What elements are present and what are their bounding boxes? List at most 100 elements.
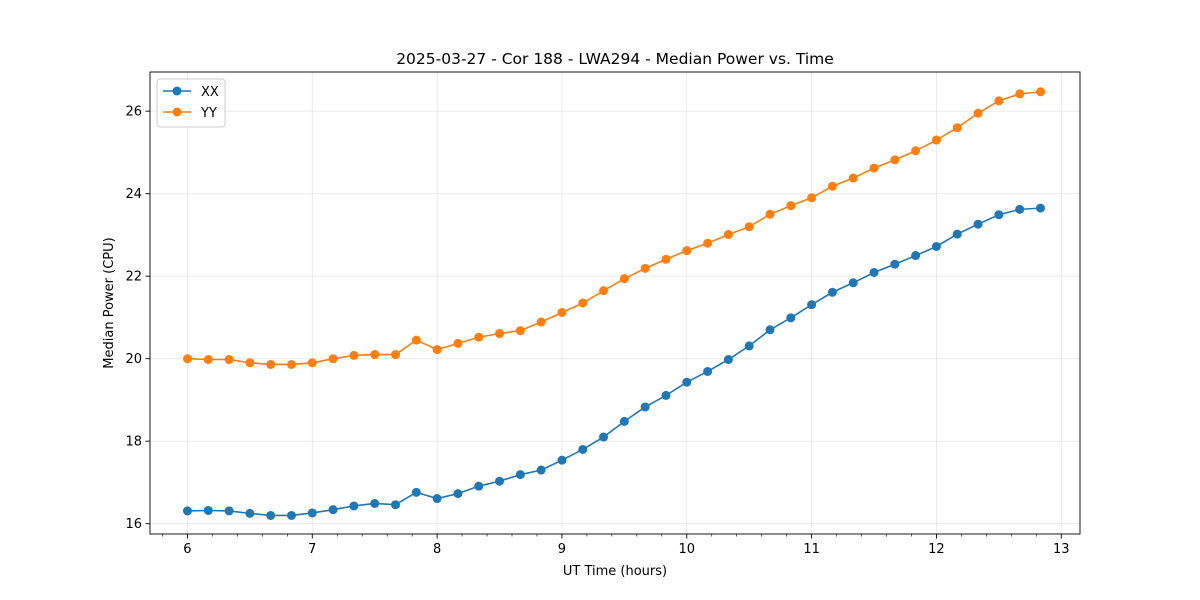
data-point-yy [848,173,858,183]
data-point-yy [182,354,192,364]
data-point-yy [266,359,276,369]
data-point-xx [911,251,921,261]
data-point-yy [994,96,1004,106]
data-point-xx [723,355,733,365]
data-point-xx [411,487,421,497]
data-point-xx [578,444,588,454]
data-point-xx [453,489,463,499]
legend-marker-yy [172,107,182,117]
data-point-yy [515,326,525,336]
data-point-yy [869,163,879,173]
data-point-yy [328,354,338,364]
chart-title: 2025-03-27 - Cor 188 - LWA294 - Median P… [396,50,834,68]
data-point-xx [286,510,296,520]
x-tick-label: 10 [679,542,696,557]
data-point-xx [619,416,629,426]
data-point-yy [786,201,796,211]
y-tick-label: 16 [125,517,142,532]
data-point-xx [245,508,255,518]
data-point-yy [432,345,442,355]
data-point-yy [286,359,296,369]
y-tick-label: 20 [125,352,142,367]
series-layer [182,87,1045,520]
data-point-xx [557,455,567,465]
data-point-xx [391,500,401,510]
data-point-yy [495,329,505,339]
data-point-xx [765,325,775,335]
data-point-yy [640,263,650,273]
x-axis-label: UT Time (hours) [563,564,667,579]
data-point-xx [370,498,380,508]
data-point-yy [307,358,317,368]
data-point-xx [994,210,1004,220]
legend-label-xx: XX [201,85,219,100]
data-point-yy [599,286,609,296]
data-point-yy [911,146,921,156]
data-point-xx [931,241,941,251]
data-point-xx [786,313,796,323]
data-point-yy [890,155,900,165]
legend: XX YY [156,78,226,128]
data-point-yy [952,123,962,133]
data-point-xx [703,366,713,376]
x-tick-label: 11 [803,542,820,557]
data-point-xx [349,501,359,511]
data-point-yy [203,355,213,365]
data-point-xx [495,476,505,486]
data-point-xx [328,505,338,515]
data-point-yy [827,181,837,191]
y-tick-label: 24 [125,187,142,202]
data-point-xx [848,278,858,288]
x-axis-ticks: 6 7 8 9 10 11 12 13 [162,534,1070,557]
x-tick-label: 12 [928,542,945,557]
data-point-xx [869,267,879,277]
legend-label-yy: YY [200,106,217,121]
data-point-xx [224,506,234,516]
data-point-xx [599,432,609,442]
data-point-xx [515,470,525,480]
data-point-xx [203,505,213,515]
data-point-yy [349,350,359,360]
data-point-xx [827,287,837,297]
data-point-xx [661,390,671,400]
data-point-yy [931,135,941,145]
data-point-yy [765,209,775,219]
data-point-yy [411,335,421,345]
data-point-xx [182,506,192,516]
data-point-yy [723,230,733,240]
data-point-yy [474,332,484,342]
data-point-yy [224,355,234,365]
x-tick-label: 8 [433,542,441,557]
y-tick-label: 26 [125,105,142,120]
data-point-xx [952,229,962,239]
grid [150,72,1080,534]
data-point-yy [703,238,713,248]
y-axis-ticks: 16 18 20 22 24 26 [125,105,150,532]
data-point-xx [307,508,317,518]
data-point-xx [266,510,276,520]
data-point-yy [245,358,255,368]
data-point-yy [536,317,546,327]
data-point-xx [640,402,650,412]
data-point-yy [370,350,380,360]
data-point-xx [807,300,817,310]
data-point-xx [1035,203,1045,213]
y-tick-label: 22 [125,270,142,285]
data-point-xx [973,219,983,229]
data-point-yy [973,108,983,118]
data-point-xx [682,377,692,387]
data-point-yy [578,298,588,308]
data-point-yy [391,350,401,360]
data-point-xx [474,481,484,491]
data-point-yy [807,193,817,203]
data-point-yy [1015,89,1025,99]
data-point-xx [432,494,442,504]
data-point-xx [1015,204,1025,214]
data-point-yy [682,246,692,256]
x-tick-label: 6 [183,542,191,557]
x-tick-label: 7 [308,542,316,557]
legend-marker-xx [172,86,182,96]
y-axis-label: Median Power (CPU) [102,237,117,368]
data-point-yy [453,338,463,348]
